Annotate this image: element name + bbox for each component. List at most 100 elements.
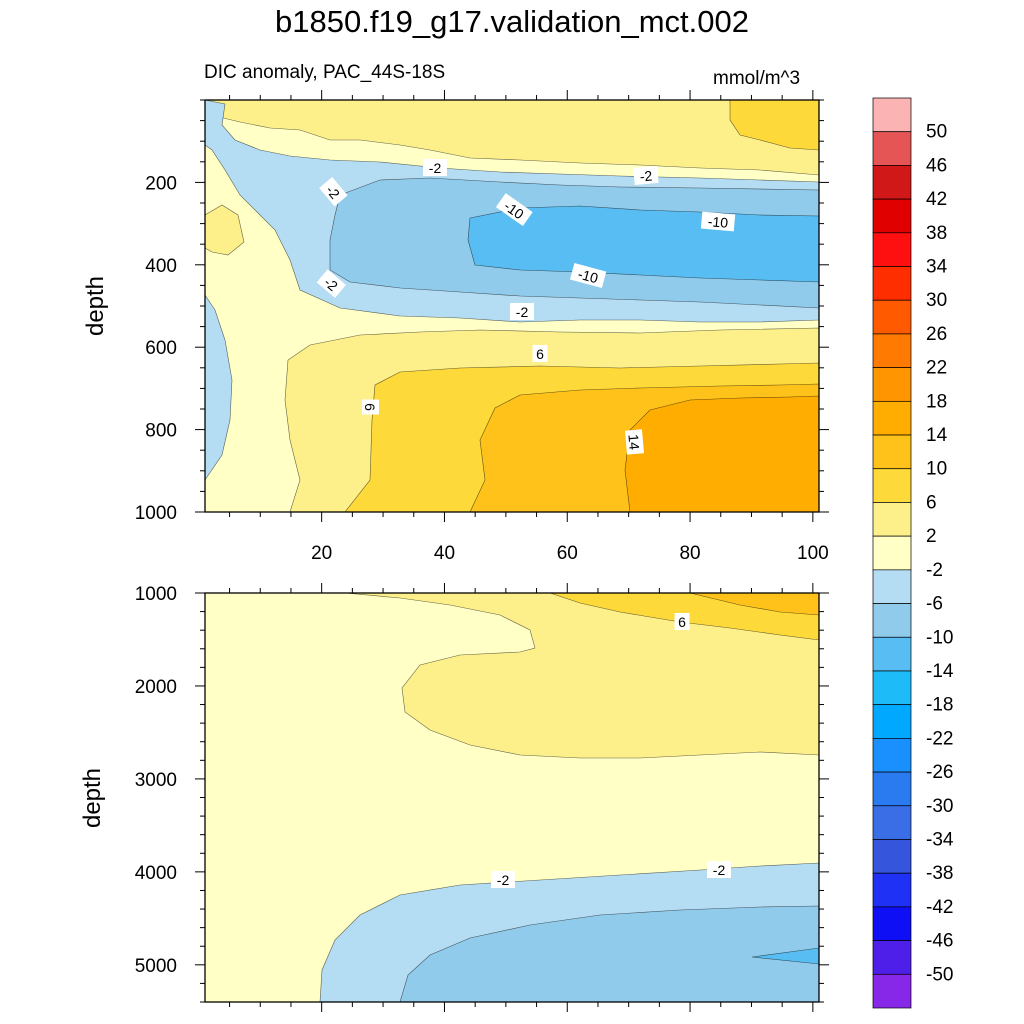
- colorbar-swatch: [872, 232, 912, 267]
- colorbar-label: -6: [926, 594, 943, 615]
- colorbar-swatch: [872, 839, 912, 874]
- colorbar-label: -26: [926, 762, 953, 783]
- contour-label: -2: [423, 159, 447, 176]
- colorbar-label: 26: [926, 324, 947, 345]
- colorbar-swatch: [872, 97, 912, 133]
- fill-pos-14: [624, 395, 819, 512]
- y-tick-label: 200: [145, 173, 177, 194]
- y-tick-label: 2000: [135, 677, 177, 698]
- colorbar-label: 46: [926, 155, 947, 176]
- svg-text:-2: -2: [639, 167, 653, 184]
- colorbar-swatch: [872, 299, 912, 335]
- colorbar-swatch: [872, 906, 912, 941]
- svg-text:-10: -10: [576, 266, 600, 287]
- colorbar-swatch: [872, 400, 912, 436]
- colorbar-swatch: [872, 131, 912, 166]
- colorbar-swatch: [872, 738, 912, 773]
- colorbar-label: -42: [926, 897, 953, 918]
- x-tick-label: 80: [679, 543, 700, 564]
- chart-title: b1850.f19_g17.validation_mct.002: [275, 4, 749, 39]
- lower-ylabel: depth: [79, 768, 106, 828]
- contour-label: -2: [707, 861, 731, 878]
- contour-label: -2: [491, 871, 515, 888]
- colorbar-swatch: [872, 805, 912, 840]
- colorbar-swatch: [872, 367, 912, 402]
- colorbar-swatch: [872, 266, 912, 301]
- colorbar-swatch: [872, 569, 912, 604]
- y-tick-label: 4000: [135, 863, 177, 884]
- y-tick-label: 600: [145, 338, 177, 359]
- colorbar-swatch: [872, 973, 912, 1009]
- colorbar-swatch: [872, 636, 912, 672]
- y-tick-label: 800: [145, 421, 177, 442]
- colorbar-label: 18: [926, 391, 947, 412]
- contour-label: 14: [624, 429, 645, 455]
- lower-contour-labels: 6 -2 -2: [491, 613, 731, 888]
- colorbar-swatch: [872, 670, 912, 706]
- colorbar-swatch: [872, 872, 912, 908]
- colorbar-swatch: [872, 535, 912, 571]
- colorbar-swatch: [872, 165, 912, 200]
- y-tick-label: 3000: [135, 770, 177, 791]
- colorbar-swatch: [872, 434, 912, 470]
- svg-text:6: 6: [536, 346, 544, 362]
- svg-text:-2: -2: [497, 872, 510, 888]
- contour-label: 6: [674, 613, 690, 630]
- fill-pos-10: [689, 593, 819, 616]
- svg-text:-2: -2: [429, 160, 442, 176]
- fill-left-2: [205, 204, 245, 256]
- svg-text:6: 6: [362, 403, 378, 411]
- x-tick-label: 60: [557, 543, 578, 564]
- y-tick-label: 1000: [135, 503, 177, 524]
- colorbar-label: -30: [926, 796, 953, 817]
- lower-ticks: 1000 2000 3000 4000 5000: [135, 583, 829, 1012]
- upper-panel: 20 40 60 80 100 200 400 600 800 1000 -2 -2 -2 -10 -10…: [82, 90, 829, 564]
- colorbar-label: -50: [926, 964, 953, 985]
- contour-label: 6: [532, 345, 548, 362]
- fill-neg-10: [751, 947, 819, 965]
- x-tick-label: 20: [311, 543, 332, 564]
- lower-contour-fills: [205, 593, 819, 1002]
- colorbar-swatch: [872, 333, 912, 368]
- colorbar-label: 2: [926, 526, 937, 547]
- colorbar-swatch: [872, 704, 912, 739]
- upper-contour-fills: [205, 100, 819, 512]
- chart-subtitle: DIC anomaly, PAC_44S-18S: [204, 62, 446, 83]
- colorbar-label: 50: [926, 122, 947, 143]
- colorbar-label: 14: [926, 425, 948, 446]
- svg-text:-2: -2: [516, 304, 529, 320]
- svg-text:-10: -10: [707, 213, 729, 231]
- x-tick-label: 100: [797, 543, 829, 564]
- colorbar-label: -38: [926, 863, 953, 884]
- colorbar-label: -10: [926, 627, 953, 648]
- fill-surface-2: [205, 100, 819, 176]
- contour-label: -2: [510, 303, 534, 320]
- colorbar-swatch: [872, 603, 912, 638]
- fill-surface-6: [729, 100, 819, 151]
- svg-text:-2: -2: [713, 862, 726, 878]
- colorbar-label: -22: [926, 728, 953, 749]
- lower-panel: 1000 2000 3000 4000 5000 6 -2 -2 depth: [79, 583, 829, 1012]
- svg-text:14: 14: [625, 434, 642, 451]
- fill-neg-6: [399, 905, 819, 1002]
- contour-label: -2: [633, 165, 659, 186]
- colorbar-label: 10: [926, 459, 947, 480]
- contour-label: -2: [316, 269, 346, 298]
- colorbar-label: 42: [926, 189, 947, 210]
- upper-ticks: 20 40 60 80 100 200 400 600 800 1000: [135, 90, 829, 564]
- colorbar-label: 30: [926, 290, 947, 311]
- y-tick-label: 1000: [135, 584, 177, 605]
- colorbar-swatch: [872, 198, 912, 234]
- colorbar-label: -46: [926, 931, 953, 952]
- colorbar-label: -14: [926, 661, 954, 682]
- colorbar-swatch: [872, 468, 912, 503]
- upper-ylabel: depth: [82, 276, 109, 336]
- contour-label: -10: [700, 211, 736, 232]
- units-label: mmol/m^3: [713, 68, 801, 89]
- colorbar-label: -18: [926, 695, 953, 716]
- x-tick-label: 40: [434, 543, 455, 564]
- y-tick-label: 5000: [135, 956, 177, 977]
- colorbar: 50 46 42 38 34 30 26 22 18 14 10 6 2 -2 -6 -10 -14 -18 -22…: [872, 97, 954, 1009]
- colorbar-swatch: [872, 940, 912, 975]
